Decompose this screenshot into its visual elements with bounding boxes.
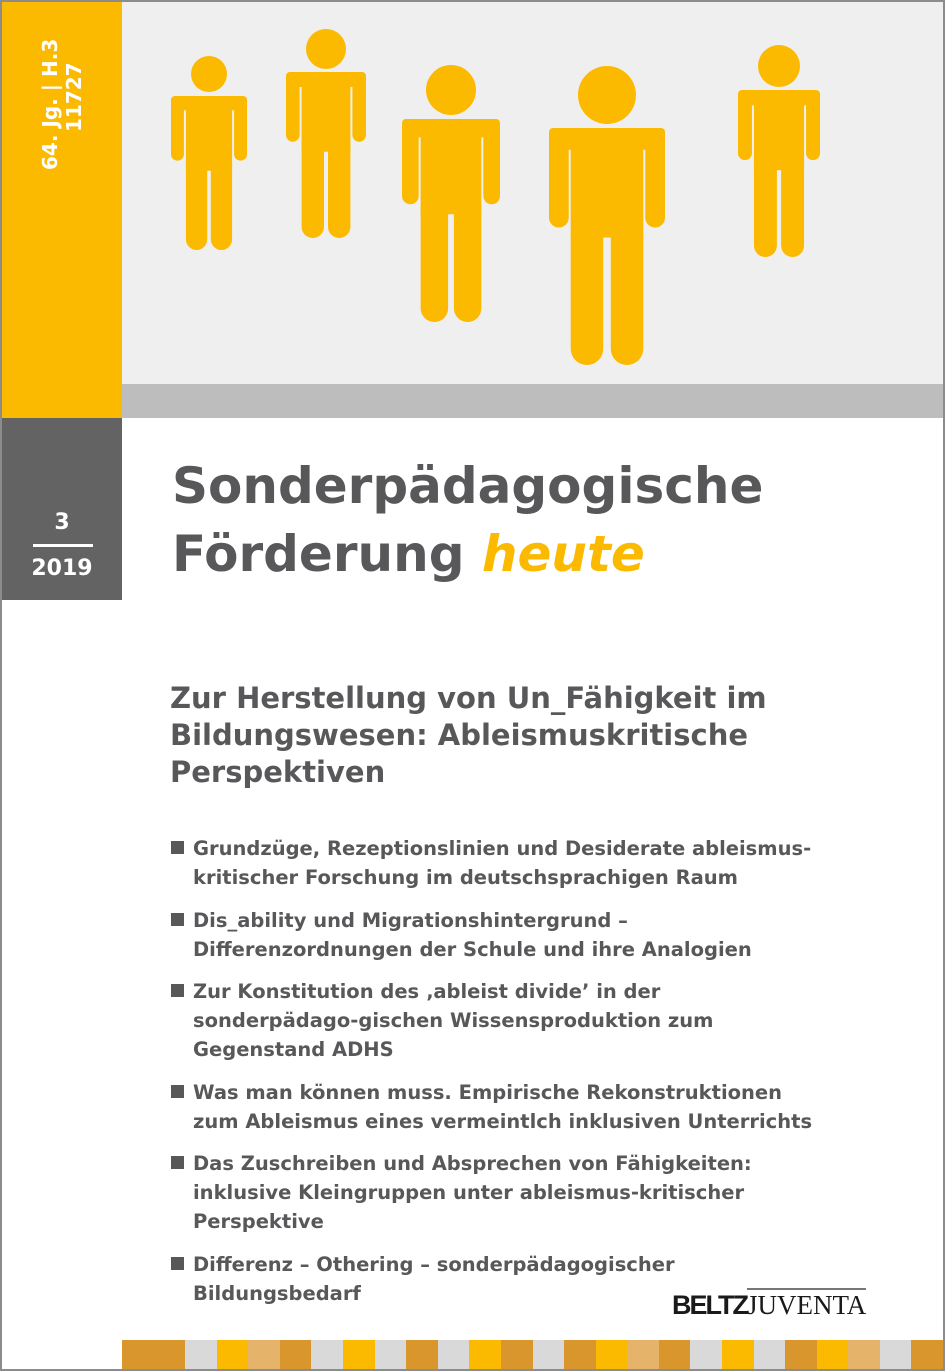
person-icon (549, 66, 665, 365)
stripe (721, 1340, 754, 1369)
list-item: Dis_ability und Migrationshintergrund – … (170, 906, 830, 964)
stripe (279, 1340, 312, 1369)
stripe (216, 1340, 249, 1369)
stripe (753, 1340, 786, 1369)
bullet-square-icon (171, 912, 184, 926)
stripe (311, 1340, 344, 1369)
people-illustration (122, 2, 943, 384)
stripe (564, 1340, 596, 1369)
title-line-2: Förderung (172, 525, 465, 583)
bullet-square-icon (171, 984, 184, 997)
grey-band (122, 384, 943, 418)
list-item: Was man können muss. Empirische Rekonstr… (170, 1078, 830, 1136)
journal-title: Sonderpädagogische Förderung heute (172, 452, 763, 588)
stripe (879, 1340, 912, 1369)
bullet-square-icon (171, 841, 184, 854)
volume-info: 64. Jg. | H.3 11727 (38, 39, 86, 170)
person-icon (738, 45, 820, 257)
stripe (785, 1340, 817, 1369)
stripe (469, 1340, 501, 1369)
stripe (500, 1340, 533, 1369)
bullet-square-icon (171, 1084, 184, 1098)
issn-number: 11727 (62, 62, 86, 132)
stripe (816, 1340, 849, 1369)
stripe (406, 1340, 438, 1369)
list-item: Zur Konstitution des ‚ableist divide’ in… (170, 977, 830, 1064)
stripe (532, 1340, 565, 1369)
person-icon (402, 65, 500, 322)
list-item: Grundzüge, Rezeptionslinien und Desidera… (170, 834, 830, 892)
list-item: Differenz – Othering – sonderpädagogisch… (170, 1250, 830, 1308)
title-accent: heute (481, 525, 645, 583)
bullet-square-icon (171, 1156, 184, 1169)
publisher-logo: BELTZJUVENTA (672, 1288, 867, 1320)
spine-bar: 64. Jg. | H.3 11727 (2, 2, 122, 418)
people-icons (171, 29, 820, 365)
person-icon (286, 29, 366, 238)
stripe (343, 1340, 375, 1369)
stripe (627, 1340, 659, 1369)
stripe (153, 1340, 186, 1369)
stripe (437, 1340, 470, 1369)
person-icon (171, 56, 247, 250)
stripe (911, 1340, 944, 1369)
decorative-stripes (122, 1340, 944, 1369)
stripe (848, 1340, 880, 1369)
issue-divider (33, 544, 93, 547)
issue-theme: Zur Herstellung von Un_Fähigkeit im Bild… (170, 681, 767, 789)
issue-box: 3 2019 (2, 418, 122, 600)
stripe (658, 1340, 691, 1369)
issue-year: 2019 (31, 556, 93, 581)
list-item: Das Zuschreiben und Absprechen von Fähig… (170, 1149, 830, 1236)
issue-number: 3 (54, 510, 70, 535)
stripe (374, 1340, 407, 1369)
stripe (248, 1340, 280, 1369)
stripe (185, 1340, 217, 1369)
stripe (122, 1340, 154, 1369)
article-list: Grundzüge, Rezeptionslinien und Desidera… (170, 834, 830, 1321)
stripe (690, 1340, 722, 1369)
title-line-1: Sonderpädagogische (172, 457, 764, 515)
volume-label: 64. Jg. | H.3 (38, 38, 62, 170)
bullet-square-icon (171, 1256, 184, 1270)
stripe (595, 1340, 628, 1369)
